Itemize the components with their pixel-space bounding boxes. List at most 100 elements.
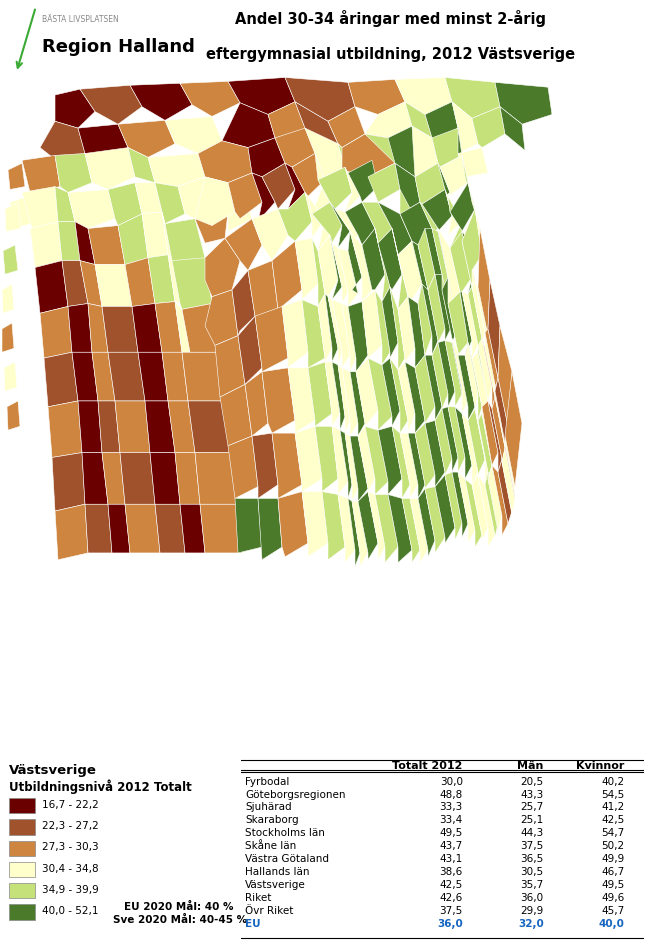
- Polygon shape: [332, 299, 350, 368]
- Polygon shape: [3, 245, 18, 275]
- Polygon shape: [495, 377, 508, 443]
- Text: 30,0: 30,0: [440, 776, 463, 787]
- Polygon shape: [425, 229, 442, 275]
- Text: Västsverige: Västsverige: [9, 764, 97, 776]
- Polygon shape: [118, 214, 148, 264]
- Polygon shape: [252, 433, 278, 499]
- Polygon shape: [148, 154, 205, 186]
- Polygon shape: [125, 504, 160, 553]
- Text: Hallands län: Hallands län: [245, 867, 309, 878]
- Text: 40,0: 40,0: [598, 920, 624, 929]
- Polygon shape: [220, 385, 252, 446]
- Polygon shape: [505, 436, 515, 495]
- Polygon shape: [102, 452, 125, 504]
- Polygon shape: [450, 182, 475, 236]
- Polygon shape: [335, 209, 358, 251]
- Polygon shape: [338, 248, 358, 307]
- Polygon shape: [80, 86, 142, 124]
- Text: 36,0: 36,0: [437, 920, 463, 929]
- Text: 27,3 - 30,3: 27,3 - 30,3: [42, 843, 98, 852]
- Polygon shape: [400, 189, 425, 241]
- Polygon shape: [182, 303, 218, 352]
- Polygon shape: [390, 287, 405, 370]
- Text: 38,6: 38,6: [439, 867, 463, 878]
- Polygon shape: [225, 218, 262, 271]
- Polygon shape: [425, 102, 458, 141]
- Polygon shape: [435, 408, 452, 475]
- Polygon shape: [85, 504, 112, 553]
- Polygon shape: [356, 358, 378, 427]
- Polygon shape: [375, 290, 390, 365]
- Polygon shape: [88, 303, 108, 352]
- Polygon shape: [195, 177, 235, 225]
- Polygon shape: [235, 499, 262, 553]
- Polygon shape: [438, 229, 460, 303]
- Polygon shape: [432, 128, 462, 167]
- Polygon shape: [98, 401, 120, 452]
- Polygon shape: [330, 202, 350, 248]
- Polygon shape: [278, 491, 308, 557]
- Text: Sjuhärad: Sjuhärad: [245, 803, 292, 812]
- Polygon shape: [352, 502, 368, 566]
- Polygon shape: [495, 83, 552, 124]
- Polygon shape: [288, 368, 315, 433]
- Text: Andel 30-34 åringar med minst 2-årig: Andel 30-34 åringar med minst 2-årig: [235, 10, 546, 28]
- Polygon shape: [475, 408, 488, 484]
- Polygon shape: [448, 292, 468, 355]
- Polygon shape: [392, 229, 408, 310]
- Polygon shape: [442, 275, 452, 338]
- Polygon shape: [282, 299, 308, 368]
- Polygon shape: [222, 103, 275, 147]
- Polygon shape: [418, 229, 435, 290]
- Bar: [9, 819, 35, 834]
- Polygon shape: [458, 355, 475, 421]
- Polygon shape: [125, 257, 155, 307]
- Polygon shape: [425, 486, 445, 553]
- Polygon shape: [252, 209, 288, 260]
- Bar: [9, 841, 35, 856]
- Polygon shape: [295, 102, 338, 158]
- Polygon shape: [412, 241, 428, 303]
- Polygon shape: [342, 368, 358, 436]
- Text: 43,7: 43,7: [439, 842, 463, 851]
- Polygon shape: [132, 303, 162, 352]
- Text: 43,3: 43,3: [520, 789, 544, 800]
- Polygon shape: [358, 491, 378, 560]
- Polygon shape: [180, 504, 205, 553]
- Polygon shape: [258, 499, 282, 560]
- Text: 49,5: 49,5: [601, 881, 624, 890]
- Polygon shape: [500, 106, 525, 150]
- Polygon shape: [68, 303, 92, 352]
- Polygon shape: [478, 475, 495, 547]
- Text: 20,5: 20,5: [520, 776, 544, 787]
- Polygon shape: [368, 491, 385, 560]
- Polygon shape: [428, 275, 445, 343]
- Polygon shape: [362, 229, 385, 290]
- Text: 40,2: 40,2: [601, 776, 624, 787]
- Polygon shape: [78, 401, 102, 452]
- Polygon shape: [345, 433, 358, 502]
- Polygon shape: [472, 352, 488, 413]
- Polygon shape: [332, 427, 348, 495]
- Polygon shape: [78, 124, 128, 163]
- Polygon shape: [168, 401, 195, 452]
- Polygon shape: [338, 495, 355, 562]
- Polygon shape: [312, 238, 325, 307]
- Polygon shape: [458, 147, 488, 177]
- Polygon shape: [445, 78, 500, 119]
- Text: 49,6: 49,6: [601, 893, 624, 903]
- Polygon shape: [435, 475, 455, 543]
- Polygon shape: [505, 371, 522, 486]
- Bar: [9, 884, 35, 899]
- Polygon shape: [375, 229, 390, 301]
- Polygon shape: [285, 163, 305, 209]
- Polygon shape: [198, 141, 252, 182]
- Polygon shape: [44, 352, 78, 407]
- Polygon shape: [80, 260, 102, 307]
- Text: 42,6: 42,6: [439, 893, 463, 903]
- Polygon shape: [318, 236, 338, 296]
- Text: Män: Män: [517, 761, 544, 770]
- Polygon shape: [362, 290, 382, 358]
- Polygon shape: [58, 221, 80, 260]
- Polygon shape: [488, 472, 498, 530]
